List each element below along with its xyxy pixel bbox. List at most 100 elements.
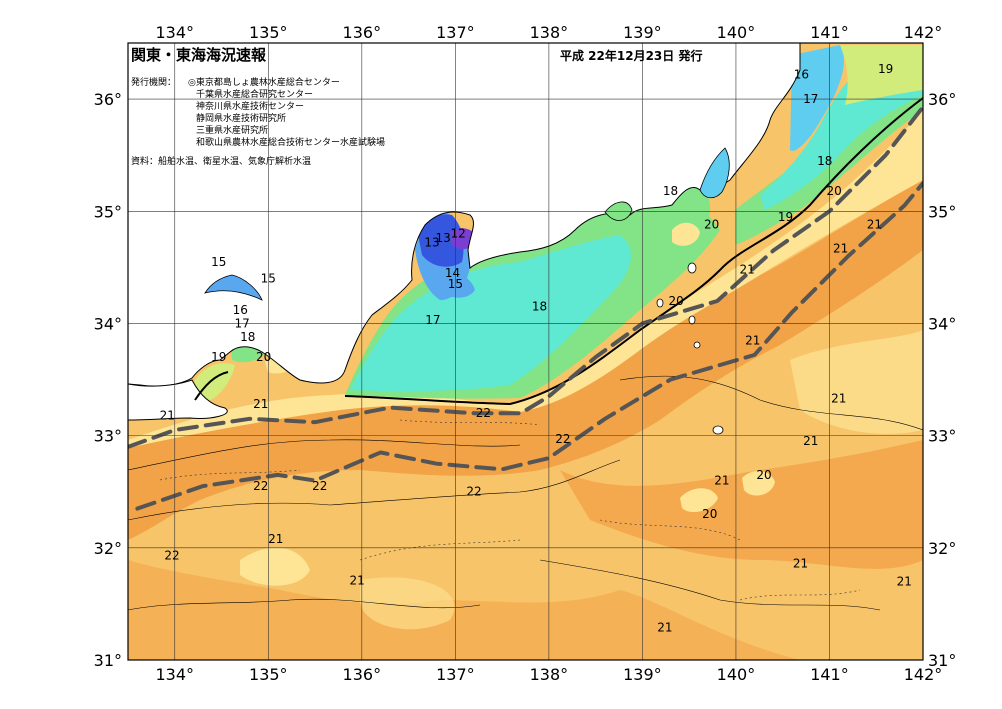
contour-label: 21	[253, 397, 268, 411]
front-20	[344, 97, 923, 406]
zone-19-kashima-off	[840, 45, 923, 105]
lon-tick-label: 134°	[155, 665, 194, 684]
zone-16-kashima	[790, 45, 844, 151]
contour-label: 16	[794, 67, 809, 81]
contour-label: 17	[234, 316, 249, 330]
contour-label: 21	[833, 241, 848, 255]
eddy-20-south	[680, 488, 718, 513]
header-block: 関東・東海海況速報 平成 22年12月23日 発行 発行機関： ◎東京都島しょ農…	[131, 46, 702, 167]
zone-20-izu-eddy	[672, 222, 700, 246]
plot-frame	[127, 42, 924, 661]
issuer-5: 三重県水産研究所	[196, 124, 268, 136]
contour-label: 13	[436, 231, 451, 245]
lon-tick-label: 134°	[155, 23, 194, 42]
lat-tick-label: 36°	[928, 90, 956, 109]
lon-tick-label: 141°	[810, 23, 849, 42]
lon-tick-label: 138°	[530, 23, 569, 42]
lon-tick-label: 142°	[904, 23, 943, 42]
zone-21-patch-east	[790, 330, 923, 434]
lat-tick-label: 31°	[928, 651, 956, 670]
lat-tick-label: 35°	[94, 202, 122, 221]
contour-label: 21	[268, 532, 283, 546]
lon-tick-label: 139°	[623, 23, 662, 42]
contour-label: 22	[466, 485, 481, 499]
contour-label: 19	[878, 62, 893, 76]
lon-tick-label: 136°	[343, 665, 382, 684]
island-miyake	[693, 341, 701, 349]
zone-21-patch-west	[240, 547, 310, 586]
front-20-west	[194, 371, 229, 401]
issuer-6: 和歌山県農林水産総合技術センター水産試験場	[196, 136, 385, 148]
zone-22-south	[128, 560, 800, 660]
lat-tick-label: 33°	[928, 427, 956, 446]
contour-label: 18	[532, 300, 547, 314]
contour-label: 22	[476, 406, 491, 420]
contour-label: 21	[897, 574, 912, 588]
contour-label: 19	[211, 350, 226, 364]
contour-label: 18	[817, 154, 832, 168]
island-hachijo	[712, 425, 724, 435]
contour-label: 18	[240, 330, 255, 344]
contour-label: 15	[448, 277, 463, 291]
lat-tick-label: 35°	[928, 202, 956, 221]
lon-tick-label: 140°	[717, 23, 756, 42]
contour-label: 21	[831, 392, 846, 406]
contour-label: 15	[261, 272, 276, 286]
zone-14-mikawa	[440, 273, 475, 298]
contour-label: 19	[778, 210, 793, 224]
contour-label: 20	[702, 507, 717, 521]
lat-tick-label: 34°	[928, 314, 956, 333]
contour-label: 20	[756, 468, 771, 482]
lon-tick-label: 137°	[436, 665, 475, 684]
zone-21-patch-south	[360, 577, 455, 630]
temperature-field	[128, 43, 923, 660]
dotted-contours	[159, 419, 861, 601]
contour-label: 21	[793, 557, 808, 571]
lon-ticks-top: 134° 135° 136° 137° 138° 139° 140° 141° 142°	[155, 23, 942, 42]
contour-label: 20	[256, 350, 271, 364]
contour-label: 21	[803, 434, 818, 448]
zone-17-tokai	[350, 235, 631, 392]
issuer-4: 静岡県水産技術研究所	[196, 112, 286, 124]
contour-label: 22	[312, 479, 327, 493]
bay-osaka	[204, 274, 263, 301]
lat-ticks-left: 36° 35° 34° 33° 32° 31°	[94, 90, 122, 670]
lon-tick-label: 139°	[623, 665, 662, 684]
land-shikoku-awaji	[128, 379, 228, 421]
contour-label: 20	[827, 184, 842, 198]
contour-label: 22	[253, 479, 268, 493]
lat-ticks-right: 36° 35° 34° 33° 32° 31°	[928, 90, 956, 670]
contour-label: 12	[451, 227, 466, 241]
lat-tick-label: 34°	[94, 314, 122, 333]
bay-tokyo	[699, 147, 730, 199]
contour-label: 17	[803, 92, 818, 106]
issuer-label: 発行機関：	[131, 76, 176, 88]
island-niijima	[656, 298, 664, 308]
lat-tick-label: 32°	[94, 539, 122, 558]
lon-ticks-bottom: 134° 135° 136° 137° 138° 139° 140° 141° 142°	[155, 665, 942, 684]
contour-label: 21	[745, 333, 760, 347]
contour-label: 21	[350, 573, 365, 587]
lat-tick-label: 36°	[94, 90, 122, 109]
lon-tick-label: 138°	[530, 665, 569, 684]
zone-13-ise	[418, 214, 464, 267]
island-oshima	[687, 262, 697, 274]
issuer-1: ◎東京都島しょ農林水産総合センター	[188, 76, 340, 88]
contour-label: 22	[555, 432, 570, 446]
map-title: 関東・東海海況速報	[131, 46, 267, 64]
data-source: 資料：船舶水温、衛星水温、気象庁解析水温	[131, 155, 311, 167]
contour-label: 21	[867, 218, 882, 232]
lat-tick-label: 33°	[94, 427, 122, 446]
contour-label: 15	[211, 255, 226, 269]
lat-tick-label: 32°	[928, 539, 956, 558]
contour-label: 14	[445, 266, 460, 280]
issuer-2: 千葉県水産総合研究センター	[196, 88, 313, 100]
lon-tick-label: 141°	[810, 665, 849, 684]
contour-label: 20	[668, 294, 683, 308]
zone-22	[128, 180, 923, 540]
contour-label: 20	[704, 218, 719, 232]
eddy-20-hachijo	[742, 470, 775, 496]
lon-tick-label: 135°	[249, 665, 288, 684]
